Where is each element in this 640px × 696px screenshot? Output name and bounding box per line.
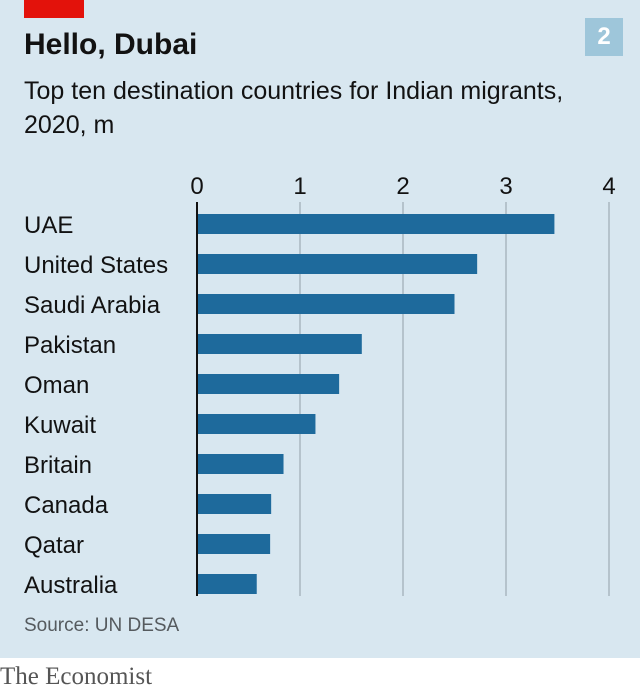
category-label: Australia	[24, 572, 118, 599]
x-tick-label: 4	[602, 173, 615, 200]
category-label: Kuwait	[24, 412, 96, 439]
bar	[197, 374, 340, 394]
category-label: UAE	[24, 212, 73, 239]
chart-subtitle: Top ten destination countries for Indian…	[24, 77, 564, 139]
category-label: Canada	[24, 492, 109, 519]
category-label: Oman	[24, 372, 89, 399]
x-tick-label: 3	[499, 173, 512, 200]
x-tick-label: 1	[293, 173, 306, 200]
chart-number-badge: 2	[585, 18, 623, 56]
brand-red-tag	[24, 0, 84, 18]
category-label: Saudi Arabia	[24, 292, 161, 319]
chart-title: Hello, Dubai	[24, 28, 198, 61]
chart-panel: 2 Hello, Dubai Top ten destination count…	[0, 0, 640, 658]
bar	[197, 294, 455, 314]
bar	[197, 494, 272, 514]
bar	[197, 414, 316, 434]
bar-chart: 0 1 2 3 4 UAE United States Saudi Arabia Pakista…	[24, 173, 616, 599]
category-label: Britain	[24, 452, 92, 479]
x-tick-label: 0	[190, 173, 203, 200]
category-label: Pakistan	[24, 332, 116, 359]
bar	[197, 454, 284, 474]
bar	[197, 534, 271, 554]
x-tick-label: 2	[396, 173, 409, 200]
bar	[197, 214, 555, 234]
bar	[197, 574, 257, 594]
source-note: Source: UN DESA	[24, 615, 180, 636]
bar	[197, 254, 478, 274]
category-label: Qatar	[24, 532, 84, 559]
category-label: United States	[24, 252, 168, 279]
publisher-logo-text: The Economist	[0, 663, 153, 690]
bar	[197, 334, 362, 354]
